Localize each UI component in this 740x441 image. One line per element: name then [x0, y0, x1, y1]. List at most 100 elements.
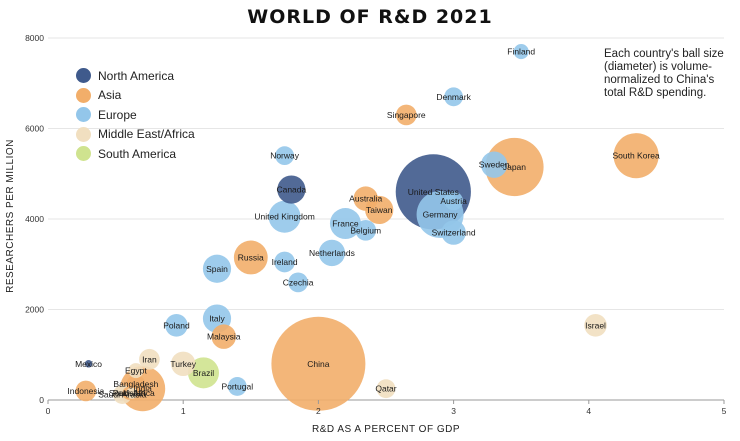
legend-label: Middle East/Africa: [98, 127, 195, 142]
legend-swatch: [76, 87, 91, 103]
label-south-korea: South Korea: [612, 151, 660, 161]
label-brazil: Brazil: [193, 368, 214, 378]
bubble-iran: [139, 348, 160, 370]
label-austria: Austria: [440, 196, 467, 206]
legend-label: Asia: [98, 88, 122, 103]
bubble-norway: [275, 146, 294, 166]
y-tick-label: 4000: [25, 214, 44, 224]
axis-ticks: 0 2000 4000 6000 8000 0 1 2 3 4 5: [25, 33, 727, 416]
label-mexico: Mexico: [75, 359, 102, 369]
legend-item-north-america: North America: [76, 66, 195, 86]
bubble-spain: [202, 254, 232, 283]
bubble-south-korea: [613, 133, 659, 179]
legend-label: Europe: [98, 107, 137, 122]
bubble-ireland: [274, 251, 295, 273]
label-netherlands: Netherlands: [309, 248, 355, 258]
label-united-kingdom: United Kingdom: [254, 212, 314, 222]
legend-item-middle-east-africa: Middle East/Africa: [76, 125, 195, 145]
bubble-france: [329, 208, 361, 240]
legend-label: North America: [98, 68, 175, 83]
x-tick-label: 3: [451, 406, 456, 416]
chart-title: WORLD OF R&D 2021: [247, 6, 493, 28]
label-bangladesh: Bangladesh: [113, 379, 158, 389]
label-germany: Germany: [423, 209, 459, 219]
label-japan: Japan: [503, 162, 526, 172]
bubble-austria: [444, 191, 463, 211]
label-israel: Israel: [585, 320, 606, 330]
label-canada: Canada: [276, 185, 306, 195]
label-belgium: Belgium: [350, 225, 381, 235]
bubble-australia: [353, 186, 378, 211]
bubble-indonesia: [75, 380, 97, 402]
label-czechia: Czechia: [283, 277, 314, 287]
label-ireland: Ireland: [272, 257, 298, 267]
legend-item-europe: Europe: [76, 105, 195, 125]
x-tick-label: 5: [722, 406, 727, 416]
label-saudi-arabia: Saudi Arabia: [98, 390, 146, 400]
label-finland: Finland: [507, 47, 535, 57]
label-denmark: Denmark: [436, 92, 471, 102]
label-malaysia: Malaysia: [207, 332, 241, 342]
bubble-turkey: [170, 351, 196, 377]
bubble-israel: [584, 314, 607, 337]
x-tick-label: 1: [181, 406, 186, 416]
bubble-canada: [277, 175, 306, 204]
label-south-africa: South Africa: [109, 388, 155, 398]
label-indonesia: Indonesia: [67, 386, 104, 396]
label-united-states: United States: [408, 187, 459, 197]
label-taiwan: Taiwan: [366, 205, 393, 215]
label-china: China: [307, 359, 329, 369]
x-tick-label: 2: [316, 406, 321, 416]
bubble-sweden: [481, 151, 508, 178]
size-note: Each country's ball size (diameter) is v…: [604, 48, 724, 99]
legend-item-south-america: South America: [76, 144, 195, 164]
legend-swatch: [76, 68, 91, 84]
x-tick-label: 4: [586, 406, 591, 416]
legend-item-asia: Asia: [76, 86, 195, 106]
bubble-switzerland: [441, 220, 466, 245]
legend-swatch: [76, 146, 91, 162]
bubble-malaysia: [211, 324, 236, 349]
bubble-egypt: [128, 363, 144, 379]
label-australia: Australia: [349, 194, 382, 204]
label-norway: Norway: [270, 151, 300, 161]
y-tick-label: 8000: [25, 33, 44, 43]
bubble-japan: [485, 137, 544, 197]
bubbles: [75, 44, 659, 412]
legend-label: South America: [98, 146, 177, 161]
legend-swatch: [76, 126, 91, 142]
bubble-brazil: [187, 357, 219, 389]
label-singapore: Singapore: [387, 110, 426, 120]
y-tick-label: 2000: [25, 305, 44, 315]
label-egypt: Egypt: [125, 366, 147, 376]
bubble-finland: [513, 44, 529, 60]
x-axis-label: R&D AS A PERCENT OF GDP: [312, 424, 460, 435]
label-qatar: Qatar: [375, 384, 396, 394]
x-tick-label: 0: [46, 406, 51, 416]
bubble-russia: [233, 240, 268, 275]
label-india: India: [133, 384, 152, 394]
bubble-qatar: [376, 379, 396, 399]
label-spain: Spain: [206, 264, 228, 274]
label-italy: Italy: [209, 314, 225, 324]
bubble-czechia: [288, 272, 308, 293]
label-russia: Russia: [238, 252, 264, 262]
bubble-china: [271, 316, 366, 411]
y-tick-label: 0: [39, 395, 44, 405]
bubble-netherlands: [318, 239, 346, 267]
label-turkey: Turkey: [170, 359, 196, 369]
label-portugal: Portugal: [221, 381, 253, 391]
y-axis-label: RESEARCHERS PER MILLION: [5, 139, 16, 293]
label-sweden: Sweden: [479, 160, 510, 170]
label-iran: Iran: [142, 354, 157, 364]
bubble-south-africa: [126, 387, 138, 399]
label-france: France: [332, 219, 359, 229]
label-pakistan: Pakistan: [113, 388, 146, 398]
label-poland: Poland: [163, 320, 190, 330]
bubble-portugal: [227, 377, 247, 396]
bubble-mexico: [84, 360, 93, 368]
legend: North America Asia Europe Middle East/Afric…: [76, 66, 195, 164]
bubble-denmark: [444, 87, 463, 107]
